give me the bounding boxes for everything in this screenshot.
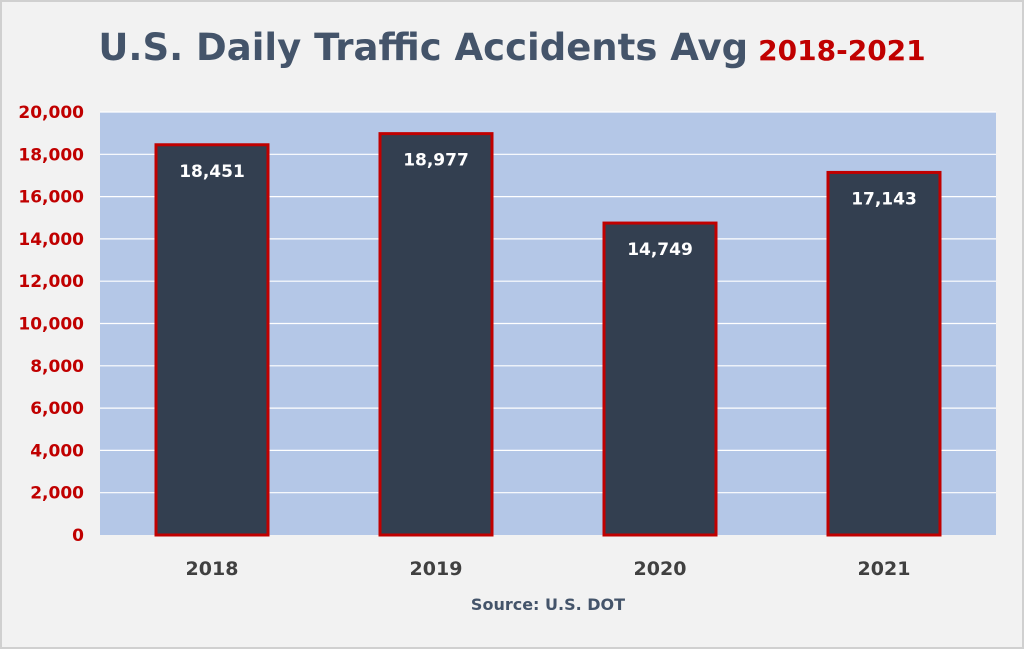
chart-title: U.S. Daily Traffic Accidents Avg (98, 26, 749, 69)
y-tick-label: 2,000 (30, 484, 84, 504)
y-tick-label: 16,000 (18, 188, 84, 208)
x-tick-label: 2019 (410, 558, 463, 580)
data-label-2018: 18,451 (179, 162, 245, 182)
y-tick-label: 10,000 (18, 315, 84, 335)
bar-2018 (154, 143, 270, 537)
x-tick-label: 2018 (186, 558, 239, 580)
y-tick-label: 8,000 (30, 357, 84, 377)
y-tick-label: 6,000 (30, 399, 84, 419)
chart-subtitle: 2018-2021 (758, 34, 926, 67)
bar-2021 (826, 170, 942, 537)
y-tick-label: 20,000 (18, 103, 84, 123)
data-label-2021: 17,143 (851, 189, 917, 209)
x-axis-ticks: 2018 2019 2020 2021 (186, 558, 911, 580)
x-axis-label: Source: U.S. DOT (471, 595, 625, 614)
y-tick-label: 0 (72, 526, 84, 546)
data-label-2020: 14,749 (627, 240, 693, 260)
y-tick-label: 4,000 (30, 441, 84, 461)
y-tick-label: 12,000 (18, 272, 84, 292)
x-tick-label: 2020 (634, 558, 687, 580)
x-tick-label: 2021 (858, 558, 911, 580)
y-tick-label: 14,000 (18, 230, 84, 250)
bar-2020 (602, 221, 718, 537)
bar-2019 (378, 132, 494, 537)
y-axis-ticks: 0 2,000 4,000 6,000 8,000 10,000 12,000 14,000 1… (18, 103, 84, 546)
bars: 18,451 18,977 14,749 17,143 (154, 132, 942, 537)
y-tick-label: 18,000 (18, 145, 84, 165)
data-label-2019: 18,977 (403, 151, 469, 171)
chart-title-row: U.S. Daily Traffic Accidents Avg 2018-202… (0, 26, 1024, 69)
